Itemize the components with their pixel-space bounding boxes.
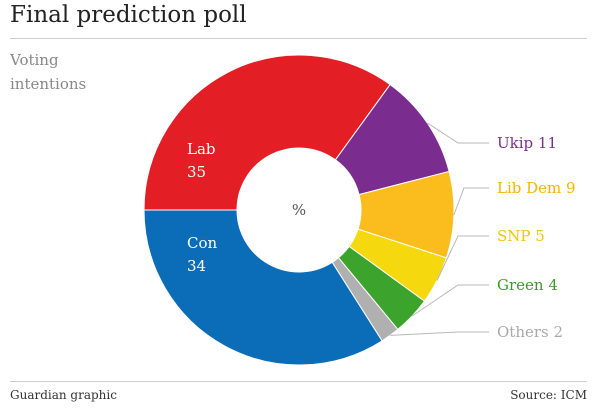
center-label: % — [292, 201, 306, 219]
leader-line-lib-dem — [453, 187, 489, 216]
chart-title: Final prediction poll — [10, 2, 247, 28]
leader-line-ukip — [426, 122, 489, 144]
source-text: Source: ICM — [510, 388, 587, 402]
chart-subtitle: Voting intentions — [10, 51, 87, 93]
leader-line-snp — [436, 235, 489, 281]
slice-lab — [143, 54, 391, 211]
label-green: Green 4 — [497, 276, 558, 294]
label-ukip: Ukip 11 — [497, 134, 557, 152]
slice-con — [143, 209, 383, 366]
label-others: Others 2 — [497, 323, 563, 341]
value-con: 34 — [187, 257, 206, 275]
leader-line-green — [411, 284, 489, 317]
title-divider — [10, 38, 587, 39]
label-lab: Lab — [187, 140, 216, 158]
credit-text: Guardian graphic — [10, 388, 117, 402]
label-snp: SNP 5 — [497, 227, 545, 245]
label-con: Con — [187, 234, 218, 252]
label-lib-dem: Lib Dem 9 — [497, 179, 576, 197]
footer-divider — [10, 381, 587, 382]
value-lab: 35 — [187, 163, 206, 181]
leader-line-others — [390, 331, 489, 336]
